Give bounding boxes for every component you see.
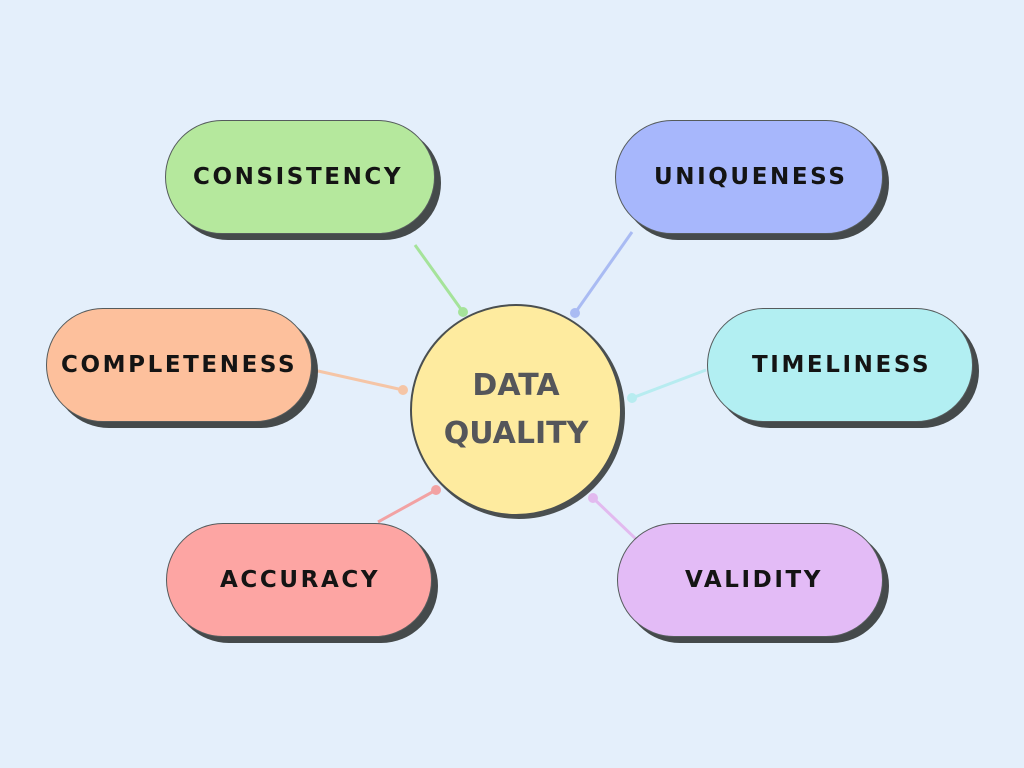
- consistency-label: CONSISTENCY: [193, 164, 404, 190]
- completeness-node: COMPLETENESS: [46, 308, 312, 422]
- validity-label: VALIDITY: [685, 567, 824, 593]
- validity-node: VALIDITY: [617, 523, 883, 637]
- uniqueness-connector-dot: [570, 308, 580, 318]
- consistency-connector-line: [413, 244, 465, 313]
- validity-connector-line: [591, 496, 639, 542]
- timeliness-connector-dot: [627, 393, 637, 403]
- timeliness-node: TIMELINESS: [707, 308, 973, 422]
- accuracy-node: ACCURACY: [166, 523, 432, 637]
- uniqueness-connector-line: [573, 231, 634, 314]
- accuracy-connector-line: [377, 488, 437, 524]
- consistency-connector-dot: [458, 307, 468, 317]
- data-quality-center-node: DATA QUALITY: [410, 304, 622, 516]
- completeness-connector-line: [317, 369, 404, 392]
- accuracy-label: ACCURACY: [220, 567, 381, 593]
- consistency-node: CONSISTENCY: [165, 120, 435, 234]
- uniqueness-node: UNIQUENESS: [615, 120, 883, 234]
- validity-connector-dot: [588, 493, 598, 503]
- uniqueness-label: UNIQUENESS: [654, 164, 848, 190]
- timeliness-connector-line: [631, 368, 707, 400]
- timeliness-label: TIMELINESS: [752, 352, 932, 378]
- center-title-line-1: DATA: [472, 368, 560, 403]
- center-title-line-2: QUALITY: [443, 416, 589, 451]
- completeness-connector-dot: [398, 385, 408, 395]
- completeness-label: COMPLETENESS: [61, 352, 298, 378]
- accuracy-connector-dot: [431, 485, 441, 495]
